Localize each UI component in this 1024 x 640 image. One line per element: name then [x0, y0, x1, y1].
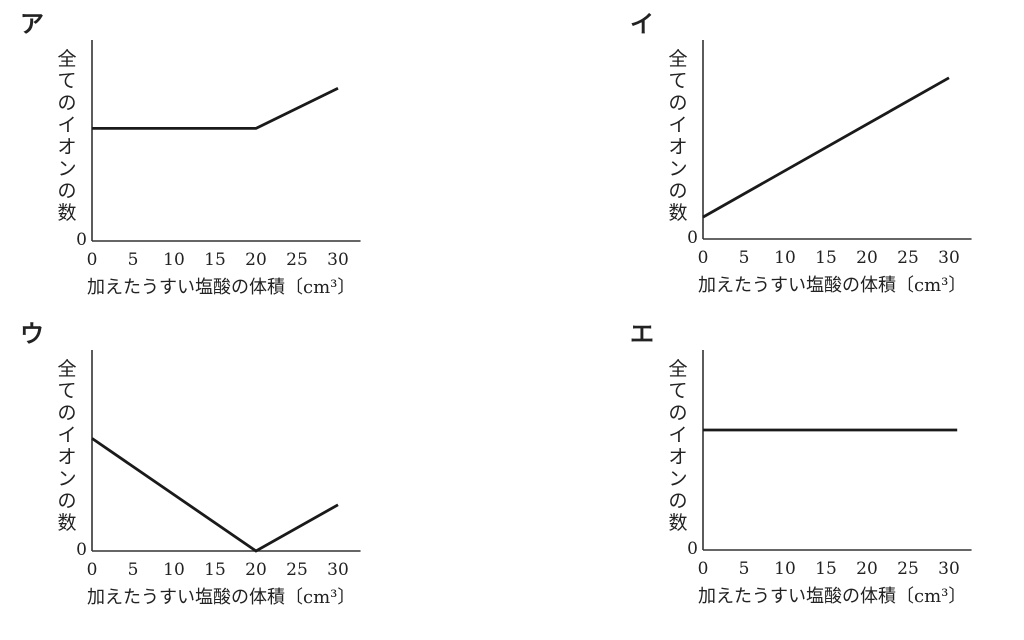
y-zero-label: 0 — [76, 230, 87, 250]
x-axis-label: 加えたうすい塩酸の体積〔cm³〕 — [698, 586, 966, 607]
x-tick-label: 20 — [856, 559, 878, 579]
x-tick-label: 0 — [87, 250, 98, 270]
y-axis-label-char: て — [668, 380, 687, 402]
y-axis-label-char: オ — [668, 136, 687, 158]
x-tick-label: 5 — [739, 248, 750, 268]
y-zero-label: 0 — [76, 540, 87, 560]
x-tick-label: 20 — [856, 248, 878, 268]
y-axis-label-char: の — [57, 180, 76, 202]
x-tick-label: 30 — [938, 559, 960, 579]
y-axis-label-char: の — [668, 92, 687, 114]
y-zero-label: 0 — [687, 539, 698, 559]
x-tick-label: 25 — [897, 248, 919, 268]
y-axis-label-char: イ — [57, 424, 76, 446]
y-axis-label-char: の — [57, 92, 76, 114]
x-tick-label: 10 — [163, 250, 185, 270]
x-tick-label: 15 — [204, 560, 226, 580]
y-axis-label-char: イ — [668, 424, 687, 446]
panel-label: ウ — [20, 319, 44, 348]
x-tick-label: 5 — [128, 560, 139, 580]
y-axis-label-char: オ — [57, 136, 76, 158]
x-tick-label: 5 — [739, 559, 750, 579]
y-axis-label-char: の — [668, 180, 687, 202]
y-axis-label-char: 全 — [668, 48, 687, 70]
x-tick-label: 0 — [698, 559, 709, 579]
x-tick-label: 0 — [698, 248, 709, 268]
y-axis-label-char: 数 — [668, 512, 687, 534]
y-axis-label-char: イ — [57, 114, 76, 136]
x-tick-label: 0 — [87, 560, 98, 580]
y-axis-label-char: ン — [668, 468, 687, 490]
x-axis-label: 加えたうすい塩酸の体積〔cm³〕 — [698, 275, 966, 296]
y-axis-label-char: の — [668, 402, 687, 424]
series-line — [92, 86, 339, 130]
x-tick-label: 20 — [245, 560, 267, 580]
x-tick-label: 30 — [938, 248, 960, 268]
y-axis-label-char: ン — [57, 468, 76, 490]
y-axis-label-char: 数 — [57, 202, 76, 224]
y-axis-label-char: の — [668, 490, 687, 512]
y-axis-label-char: 全 — [668, 358, 687, 380]
y-axis-label-char: 全 — [57, 358, 76, 380]
y-axis-label-char: の — [57, 490, 76, 512]
panel-label: イ — [630, 9, 654, 38]
y-axis-label-char: 全 — [57, 48, 76, 70]
x-tick-label: 10 — [163, 560, 185, 580]
x-tick-label: 30 — [327, 560, 349, 580]
x-tick-label: 15 — [815, 248, 837, 268]
x-axis-label: 加えたうすい塩酸の体積〔cm³〕 — [87, 277, 355, 298]
x-tick-label: 25 — [286, 250, 308, 270]
y-axis-label-char: オ — [668, 446, 687, 468]
x-tick-label: 25 — [286, 560, 308, 580]
x-tick-label: 30 — [327, 250, 349, 270]
y-axis-label-char: て — [668, 70, 687, 92]
panel-label: ア — [20, 9, 44, 38]
y-axis-label-char: オ — [57, 446, 76, 468]
x-axis-label: 加えたうすい塩酸の体積〔cm³〕 — [87, 587, 355, 608]
y-axis-label-char: 数 — [668, 202, 687, 224]
x-tick-label: 15 — [204, 250, 226, 270]
series-line — [702, 76, 950, 219]
x-tick-label: 5 — [128, 250, 139, 270]
y-axis-label-char: 数 — [57, 512, 76, 534]
x-tick-label: 10 — [774, 559, 796, 579]
series-line — [91, 437, 339, 553]
x-tick-label: 25 — [897, 559, 919, 579]
x-tick-label: 20 — [245, 250, 267, 270]
x-tick-label: 10 — [774, 248, 796, 268]
y-axis-label-char: の — [57, 402, 76, 424]
panel-label: エ — [630, 319, 654, 348]
y-axis-label-char: ン — [668, 158, 687, 180]
x-tick-label: 15 — [815, 559, 837, 579]
y-axis-label-char: イ — [668, 114, 687, 136]
y-axis-label-char: て — [57, 380, 76, 402]
y-zero-label: 0 — [687, 228, 698, 248]
y-axis-label-char: て — [57, 70, 76, 92]
y-axis-label-char: ン — [57, 158, 76, 180]
